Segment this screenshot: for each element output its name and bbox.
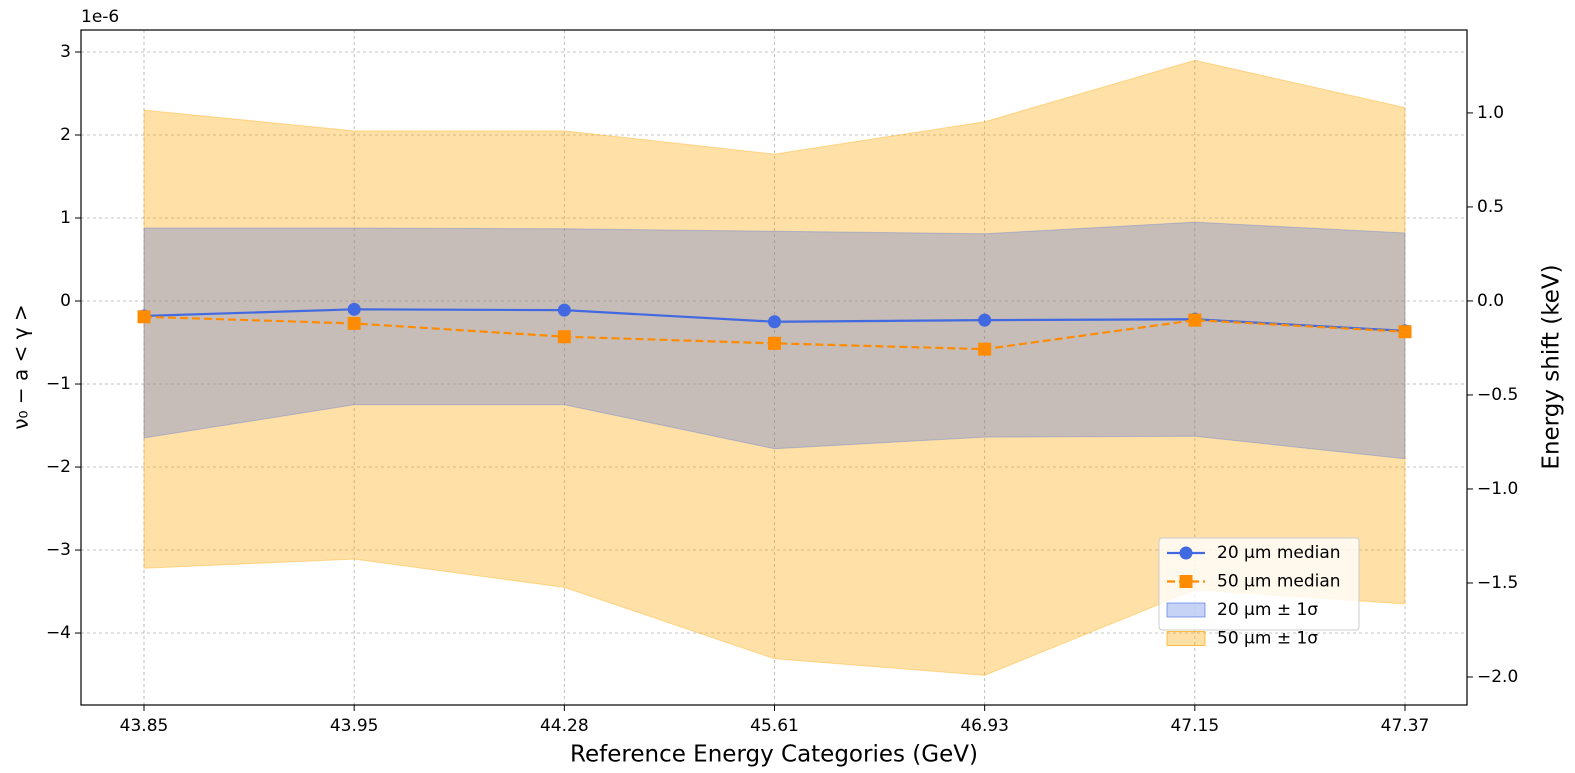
y2-tick-label: −0.5: [1477, 385, 1518, 405]
legend-label: 20 µm median: [1217, 543, 1341, 563]
marker: [557, 330, 571, 344]
y-tick-label: −1: [46, 374, 71, 394]
y-axis-label: ν₀ − a < γ >: [9, 304, 33, 429]
x-tick-label: 43.95: [330, 716, 379, 736]
band: [143, 59, 1406, 676]
marker: [1398, 325, 1412, 339]
y-tick-label: 2: [60, 125, 71, 145]
x-tick-label: 47.15: [1170, 716, 1219, 736]
legend: 20 µm median 50 µm median 20 µm ± 1σ 50 µm …: [1158, 537, 1360, 649]
x-tick-label: 46.93: [960, 716, 1009, 736]
y-tick-label: −2: [46, 457, 71, 477]
legend-label: 50 µm ± 1σ: [1217, 629, 1318, 649]
x-tick-label: 43.85: [120, 716, 169, 736]
y-tick-label: 3: [60, 42, 71, 62]
marker: [347, 302, 361, 316]
x-tick-label: 45.61: [750, 716, 799, 736]
marker: [768, 336, 781, 350]
x-tick-label: 44.28: [540, 716, 589, 736]
y2-tick-label: 0.5: [1477, 197, 1504, 217]
marker: [137, 310, 151, 324]
marker: [978, 313, 992, 327]
y2-tick-label: −2.0: [1477, 667, 1518, 687]
y-tick-label: 0: [60, 291, 71, 311]
y2-tick-label: −1.5: [1477, 573, 1518, 593]
y2-tick-label: −1.0: [1477, 479, 1518, 499]
legend-label: 20 µm ± 1σ: [1217, 600, 1318, 620]
legend-marker: [1179, 575, 1193, 588]
y2-axis-label: Energy shift (keV): [1539, 264, 1565, 469]
y-tick-label: −4: [46, 623, 71, 643]
legend-marker: [1179, 546, 1193, 560]
y2-tick-label: 0.0: [1477, 291, 1504, 311]
marker: [557, 303, 571, 317]
legend-swatch: [1166, 631, 1206, 646]
marker: [347, 316, 361, 330]
offset-text: 1e-6: [81, 7, 119, 27]
legend-label: 50 µm median: [1217, 572, 1341, 592]
marker: [978, 342, 992, 356]
legend-box: [1158, 537, 1360, 631]
y2-tick-label: 1.0: [1477, 103, 1504, 123]
legend-swatch: [1166, 602, 1206, 618]
marker: [1188, 313, 1202, 327]
marker: [768, 315, 781, 329]
x-axis-label: Reference Energy Categories (GeV): [570, 742, 978, 768]
y-tick-label: 1: [60, 208, 71, 228]
y-tick-label: −3: [46, 540, 71, 560]
x-tick-label: 47.37: [1381, 716, 1430, 736]
